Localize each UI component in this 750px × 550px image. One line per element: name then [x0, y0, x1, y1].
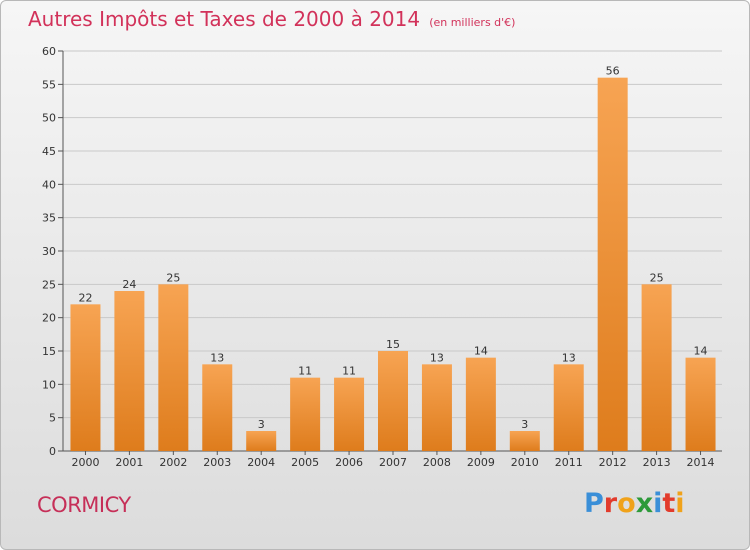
bar[interactable] — [685, 357, 716, 451]
y-tick-labels: 0 5 10 15 20 25 30 35 40 45 50 55 60 — [42, 45, 56, 458]
bar-value-label: 13 — [210, 351, 224, 364]
bar-value-label: 15 — [386, 338, 400, 351]
x-tick-label: 2005 — [291, 456, 319, 469]
x-tick-label: 2001 — [115, 456, 143, 469]
bar[interactable] — [246, 431, 277, 451]
bar[interactable] — [202, 364, 233, 451]
bar[interactable] — [421, 364, 452, 451]
y-tick-label: 55 — [42, 78, 56, 91]
logo-letter: x — [635, 488, 654, 519]
x-tick-label: 2003 — [203, 456, 231, 469]
y-tick-label: 30 — [42, 245, 56, 258]
bar-value-label: 25 — [650, 271, 664, 284]
x-tick-label: 2006 — [335, 456, 363, 469]
y-tick-label: 40 — [42, 178, 56, 191]
logo-letter: i — [675, 488, 685, 519]
value-labels: 22 24 25 13 3 11 11 15 13 14 3 13 56 25 14 — [78, 65, 707, 431]
bar-value-label: 25 — [166, 271, 180, 284]
x-tick-label: 2008 — [423, 456, 451, 469]
bar-value-label: 14 — [474, 345, 488, 358]
chart-title: Autres Impôts et Taxes de 2000 à 2014 — [28, 7, 421, 31]
bar[interactable] — [70, 304, 101, 451]
bar-value-label: 3 — [258, 418, 265, 431]
bar[interactable] — [597, 77, 628, 452]
y-tick-label: 50 — [42, 112, 56, 125]
y-tick-label: 25 — [42, 278, 56, 291]
bar[interactable] — [553, 364, 584, 451]
y-tick-label: 0 — [49, 445, 56, 458]
proxiti-logo[interactable]: Proxiti — [584, 488, 685, 519]
x-tick-label: 2012 — [599, 456, 627, 469]
x-tick-label: 2000 — [71, 456, 99, 469]
bar[interactable] — [158, 284, 189, 451]
bar-value-label: 11 — [342, 365, 356, 378]
logo-letter: r — [603, 488, 618, 519]
x-tick-label: 2014 — [687, 456, 715, 469]
bar[interactable] — [509, 431, 540, 451]
bar[interactable] — [290, 377, 321, 451]
bar-value-label: 22 — [78, 291, 92, 304]
bar[interactable] — [465, 357, 496, 451]
bar[interactable] — [334, 377, 365, 451]
y-tick-label: 45 — [42, 145, 56, 158]
x-tick-label: 2009 — [467, 456, 495, 469]
logo-letter: P — [584, 488, 604, 519]
y-tick-label: 60 — [42, 45, 56, 58]
logo-letter: t — [662, 488, 676, 519]
bar[interactable] — [641, 284, 672, 451]
bar[interactable] — [114, 291, 145, 451]
x-tick-labels: 2000 2001 2002 2003 2004 2005 2006 2007 2008 2009… — [71, 456, 714, 469]
bar[interactable] — [378, 351, 408, 451]
bars — [70, 77, 716, 452]
logo-letter: o — [617, 488, 636, 519]
chart-title-block: Autres Impôts et Taxes de 2000 à 2014 (e… — [28, 7, 515, 31]
bar-value-label: 11 — [298, 365, 312, 378]
logo-letter: i — [653, 488, 663, 519]
y-tick-label: 15 — [42, 345, 56, 358]
y-tick-label: 5 — [49, 412, 56, 425]
y-tick-label: 10 — [42, 378, 56, 391]
x-tick-label: 2004 — [247, 456, 275, 469]
bar-value-label: 13 — [430, 351, 444, 364]
bar-value-label: 3 — [521, 418, 528, 431]
x-tick-label: 2002 — [159, 456, 187, 469]
x-tick-label: 2013 — [643, 456, 671, 469]
x-tick-label: 2011 — [555, 456, 583, 469]
y-tick-label: 35 — [42, 212, 56, 225]
bar-value-label: 56 — [606, 65, 620, 78]
bar-value-label: 13 — [562, 351, 576, 364]
x-tick-label: 2010 — [511, 456, 539, 469]
x-tick-label: 2007 — [379, 456, 407, 469]
chart-subtitle: (en milliers d'€) — [429, 16, 516, 29]
town-name: CORMICY — [37, 493, 131, 517]
bar-value-label: 14 — [694, 345, 708, 358]
bar-value-label: 24 — [122, 278, 136, 291]
y-tick-label: 20 — [42, 312, 56, 325]
